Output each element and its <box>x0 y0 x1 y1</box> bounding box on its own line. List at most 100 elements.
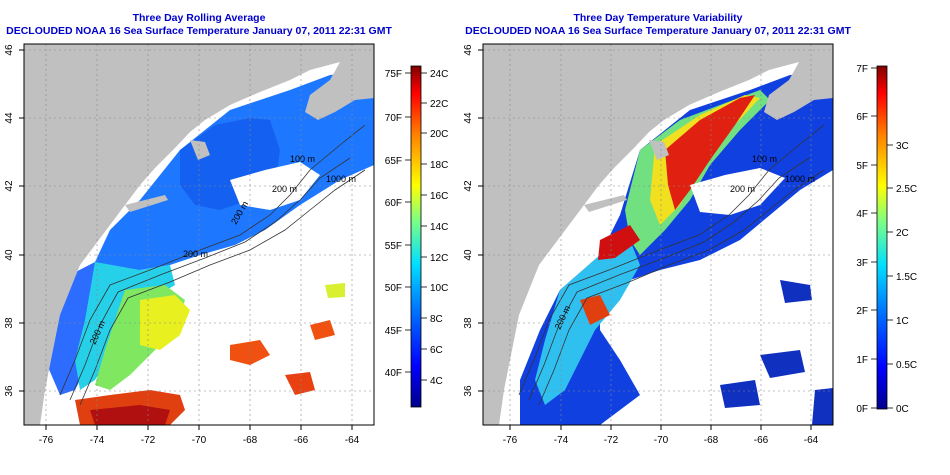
left-x-tick-label: -70 <box>192 435 207 446</box>
right-title-line2: DECLOUDED NOAA 16 Sea Surface Temperatur… <box>465 25 851 37</box>
right-contour-100m <box>518 124 825 396</box>
right-x-tick-label: -76 <box>503 435 518 446</box>
left-colorbar-f-label: 60F <box>385 198 402 209</box>
right-colorbar <box>876 65 888 410</box>
left-sst-yellow <box>140 295 190 350</box>
right-land <box>483 44 833 425</box>
left-colorbar-c-label: 10C <box>430 283 448 294</box>
right-colorbar-f-label: 2F <box>856 306 868 317</box>
left-colorbar-f-label: 50F <box>385 283 402 294</box>
right-colorbar-c-label: 3C <box>896 141 909 152</box>
left-colorbar-c-label: 22C <box>430 99 448 110</box>
right-colorbar-f-label: 0F <box>856 404 868 415</box>
right-y-tick-label: 38 <box>463 317 474 329</box>
left-sst-gulfstream-core <box>90 405 170 425</box>
right-colorbar-ticks <box>871 67 893 409</box>
right-var-offshore-blue <box>520 70 833 425</box>
right-colorbar-f-label: 6F <box>856 112 868 123</box>
right-colorbar-c-label: 0C <box>896 404 909 415</box>
left-y-tick-label: 46 <box>4 44 15 56</box>
right-var-deep-blue-1 <box>780 280 812 303</box>
right-y-tick-label: 36 <box>463 385 474 397</box>
left-y-ticks <box>19 49 24 392</box>
left-gridlines <box>24 44 374 425</box>
right-var-red-patch <box>580 295 610 325</box>
right-colorbar-f-label: 7F <box>856 64 868 75</box>
left-land-long-island <box>125 195 168 212</box>
left-contour-label-100m: 100 m <box>290 154 315 164</box>
left-x-tick-label: -76 <box>39 435 54 446</box>
left-contour-200m <box>69 157 351 401</box>
left-colorbar-f-label: 75F <box>385 69 402 80</box>
left-contour-label-200m-b: 200 m <box>183 249 208 259</box>
right-contour-1000m <box>538 169 825 406</box>
right-colorbar-f-label: 4F <box>856 209 868 220</box>
right-colorbar-c-label: 1C <box>896 316 909 327</box>
left-y-tick-label: 42 <box>4 180 15 192</box>
left-colorbar-f-label: 55F <box>385 241 402 252</box>
right-land-long-island <box>584 195 627 212</box>
left-colorbar-c-label: 14C <box>430 222 448 233</box>
left-colorbar-c-label: 4C <box>430 376 443 387</box>
left-contour-100m <box>59 124 366 396</box>
left-colorbar-c-label: 8C <box>430 314 443 325</box>
right-y-ticks <box>478 49 483 392</box>
left-colorbar-f-label: 65F <box>385 156 402 167</box>
right-x-tick-label: -68 <box>704 435 719 446</box>
right-contour-label-200m-a: 200 m <box>730 184 755 194</box>
left-contour-label-1000m: 1000 m <box>326 174 356 184</box>
left-colorbar-ticks <box>405 72 427 381</box>
right-var-deep-blue-4 <box>812 388 833 425</box>
right-var-shelf-cyan <box>535 240 640 405</box>
left-colorbar-c-label: 20C <box>430 129 448 140</box>
right-colorbar-f-label: 1F <box>856 355 868 366</box>
right-contour-200m <box>528 157 810 401</box>
left-colorbar-c-label: 16C <box>430 191 448 202</box>
left-x-tick-label: -74 <box>90 435 105 446</box>
left-sst-small-yellow <box>325 283 345 298</box>
left-land <box>24 44 374 425</box>
right-y-tick-label: 46 <box>463 44 474 56</box>
right-colorbar-c-label: 2C <box>896 228 909 239</box>
right-x-ticks <box>509 425 812 430</box>
right-land-nova-scotia <box>759 44 833 120</box>
right-colorbar-c-label: 0.5C <box>896 360 917 371</box>
right-gridlines <box>483 44 833 425</box>
left-colorbar-f-label: 45F <box>385 326 402 337</box>
right-x-tick-label: -64 <box>804 435 819 446</box>
right-y-tick-label: 40 <box>463 249 474 261</box>
right-colorbar-c-label: 1.5C <box>896 272 917 283</box>
left-x-tick-label: -64 <box>345 435 360 446</box>
right-y-tick-label: 42 <box>463 180 474 192</box>
left-sst-warm-eddy-3 <box>285 372 315 395</box>
right-var-red-front-2 <box>598 225 640 260</box>
left-map: 100 m 1000 m 200 m 200 m 200 m 200 m <box>24 44 374 425</box>
left-x-ticks <box>45 425 353 430</box>
left-y-tick-label: 44 <box>4 112 15 124</box>
right-y-tick-label: 44 <box>463 112 474 124</box>
left-x-tick-label: -68 <box>243 435 258 446</box>
left-sst-warm-eddy <box>230 340 270 365</box>
left-colorbar-c-label: 24C <box>430 69 448 80</box>
left-y-tick-label: 40 <box>4 249 15 261</box>
right-colorbar-c-label: 2.5C <box>896 184 917 195</box>
right-title-line1: Three Day Temperature Variability <box>573 12 743 24</box>
left-colorbar-c-label: 6C <box>430 345 443 356</box>
left-colorbar-f-label: 70F <box>385 113 402 124</box>
left-colorbar-f-label: 40F <box>385 368 402 379</box>
right-var-red-front <box>665 95 755 210</box>
left-land-nova-scotia <box>300 44 374 120</box>
right-land-cape-cod <box>649 140 669 160</box>
left-y-tick-label: 36 <box>4 385 15 397</box>
right-contour-label-100m: 100 m <box>752 154 777 164</box>
left-colorbar-c-label: 12C <box>430 253 448 264</box>
left-colorbar-c-label: 18C <box>430 160 448 171</box>
left-land-cape-cod <box>190 140 210 160</box>
left-x-tick-label: -72 <box>141 435 156 446</box>
right-colorbar-f-label: 5F <box>856 161 868 172</box>
left-contour-1000m <box>79 169 366 406</box>
right-var-deep-blue-2 <box>760 350 805 378</box>
right-x-tick-label: -66 <box>754 435 769 446</box>
right-x-tick-label: -70 <box>654 435 669 446</box>
